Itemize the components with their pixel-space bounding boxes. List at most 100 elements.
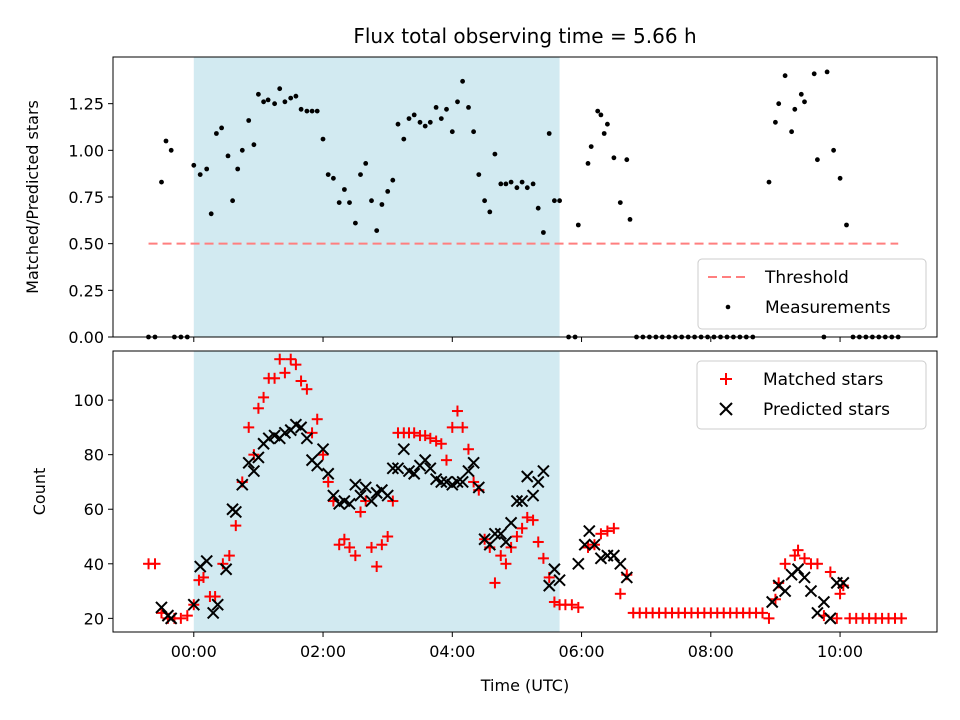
measurement-point — [482, 198, 487, 204]
measurement-point — [417, 119, 423, 125]
matched-star-point — [446, 421, 458, 433]
measurement-point — [214, 131, 219, 136]
matched-star-point — [295, 375, 307, 387]
measurement-point — [331, 175, 336, 181]
matched-star-point — [511, 531, 523, 543]
predicted-star-point — [242, 456, 255, 470]
x-tick-label: 08:00 — [688, 642, 734, 661]
bottom-y-tick-label: 100 — [73, 391, 104, 410]
predicted-star-point — [311, 459, 324, 472]
measurement-point — [601, 131, 607, 136]
measurement-point — [831, 147, 836, 153]
matched-star-point — [149, 558, 161, 570]
measurement-point — [444, 106, 449, 112]
matched-star-point — [811, 558, 823, 570]
matched-star-point — [537, 552, 549, 564]
count-points — [143, 353, 907, 625]
predicted-star-point — [811, 606, 824, 620]
measurement-point — [288, 95, 294, 101]
measurement-point — [293, 93, 299, 99]
predicted-star-point — [607, 549, 621, 562]
measurement-point — [438, 116, 444, 121]
predicted-star-point — [798, 571, 811, 584]
predicted-star-point — [472, 481, 485, 494]
matched-star-point — [457, 421, 469, 433]
predicted-star-point — [451, 475, 464, 489]
measurement-point — [627, 217, 633, 222]
predicted-star-point — [521, 470, 534, 483]
measurement-point — [219, 125, 225, 131]
matched-star-point — [495, 550, 507, 562]
bottom-y-tick-label: 20 — [84, 609, 104, 628]
bottom-y-axis-label: Count — [30, 468, 49, 516]
measurement-point — [246, 118, 252, 123]
predicted-star-point — [155, 601, 168, 614]
measurement-point — [309, 108, 315, 114]
predicted-star-point — [515, 494, 529, 508]
measurement-point — [265, 97, 271, 103]
measurement-point — [347, 200, 352, 206]
matched-star-point — [566, 599, 578, 611]
predicted-star-point — [343, 497, 356, 510]
matched-star-point — [792, 544, 804, 556]
matched-star-point — [834, 588, 846, 600]
bottom-y-tick-label: 80 — [84, 446, 104, 465]
measurement-point — [256, 91, 261, 97]
matched-star-point — [408, 427, 420, 439]
matched-star-point — [223, 550, 235, 562]
matched-star-point — [424, 432, 436, 444]
predicted-star-point — [583, 524, 596, 538]
x-tick-label: 10:00 — [817, 642, 863, 661]
predicted-star-point — [837, 576, 850, 590]
bottom-y-ticks: 20 40 60 80 100 — [73, 391, 113, 628]
predicted-star-point — [467, 456, 480, 470]
predicted-star-point — [200, 554, 213, 568]
measurement-point — [471, 129, 476, 135]
measurement-point — [320, 136, 326, 142]
predicted-star-point — [424, 462, 437, 475]
measurement-point — [239, 147, 245, 153]
matched-star-point — [311, 413, 323, 425]
matched-star-point — [500, 558, 512, 570]
measurement-point — [422, 123, 428, 129]
matched-star-point — [824, 566, 836, 578]
matched-star-point — [230, 520, 242, 532]
measurement-point — [159, 179, 164, 185]
measurement-point — [460, 78, 465, 84]
measurement-point — [401, 136, 407, 142]
matched-star-point — [279, 367, 291, 379]
bottom-panel: 20 40 60 80 100 00:00 02:00 04:00 06:00 08:00 10:… — [30, 350, 938, 695]
measurement-point — [411, 112, 417, 118]
predicted-star-point — [294, 421, 308, 434]
measurement-point — [374, 228, 380, 234]
matched-star-point — [274, 353, 286, 365]
predicted-star-point — [349, 478, 362, 491]
matched-star-point — [371, 561, 383, 573]
measurement-point — [508, 179, 514, 185]
matched-star-point — [209, 591, 221, 603]
measurement-point — [837, 175, 843, 181]
measurement-points — [146, 69, 901, 340]
bottom-y-tick-label: 40 — [84, 555, 104, 574]
measurement-point — [588, 144, 594, 150]
predicted-star-point — [456, 475, 469, 489]
predicted-star-point — [300, 432, 314, 445]
legend-measurements-label: Measurements — [765, 298, 891, 318]
measurement-point — [541, 230, 546, 235]
matched-star-point — [521, 511, 533, 523]
measurement-point — [776, 101, 782, 107]
legend-predicted-label: Predicted stars — [763, 400, 890, 420]
measurement-point — [476, 172, 482, 178]
measurement-point — [824, 69, 830, 75]
measurement-point — [844, 222, 849, 228]
measurement-point — [773, 119, 778, 125]
measurement-point — [503, 181, 509, 187]
predicted-star-point — [804, 584, 818, 598]
legend-matched-label: Matched stars — [763, 370, 883, 390]
measurement-point — [617, 200, 623, 206]
measurement-point — [385, 189, 391, 194]
matched-star-point — [338, 533, 350, 545]
measurement-point — [624, 157, 630, 163]
predicted-star-point — [206, 606, 220, 620]
